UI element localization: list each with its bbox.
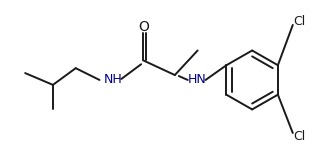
Text: Cl: Cl bbox=[294, 15, 306, 28]
Text: NH: NH bbox=[104, 73, 123, 86]
Text: Cl: Cl bbox=[294, 130, 306, 143]
Text: O: O bbox=[139, 20, 150, 34]
Text: HN: HN bbox=[187, 73, 206, 86]
